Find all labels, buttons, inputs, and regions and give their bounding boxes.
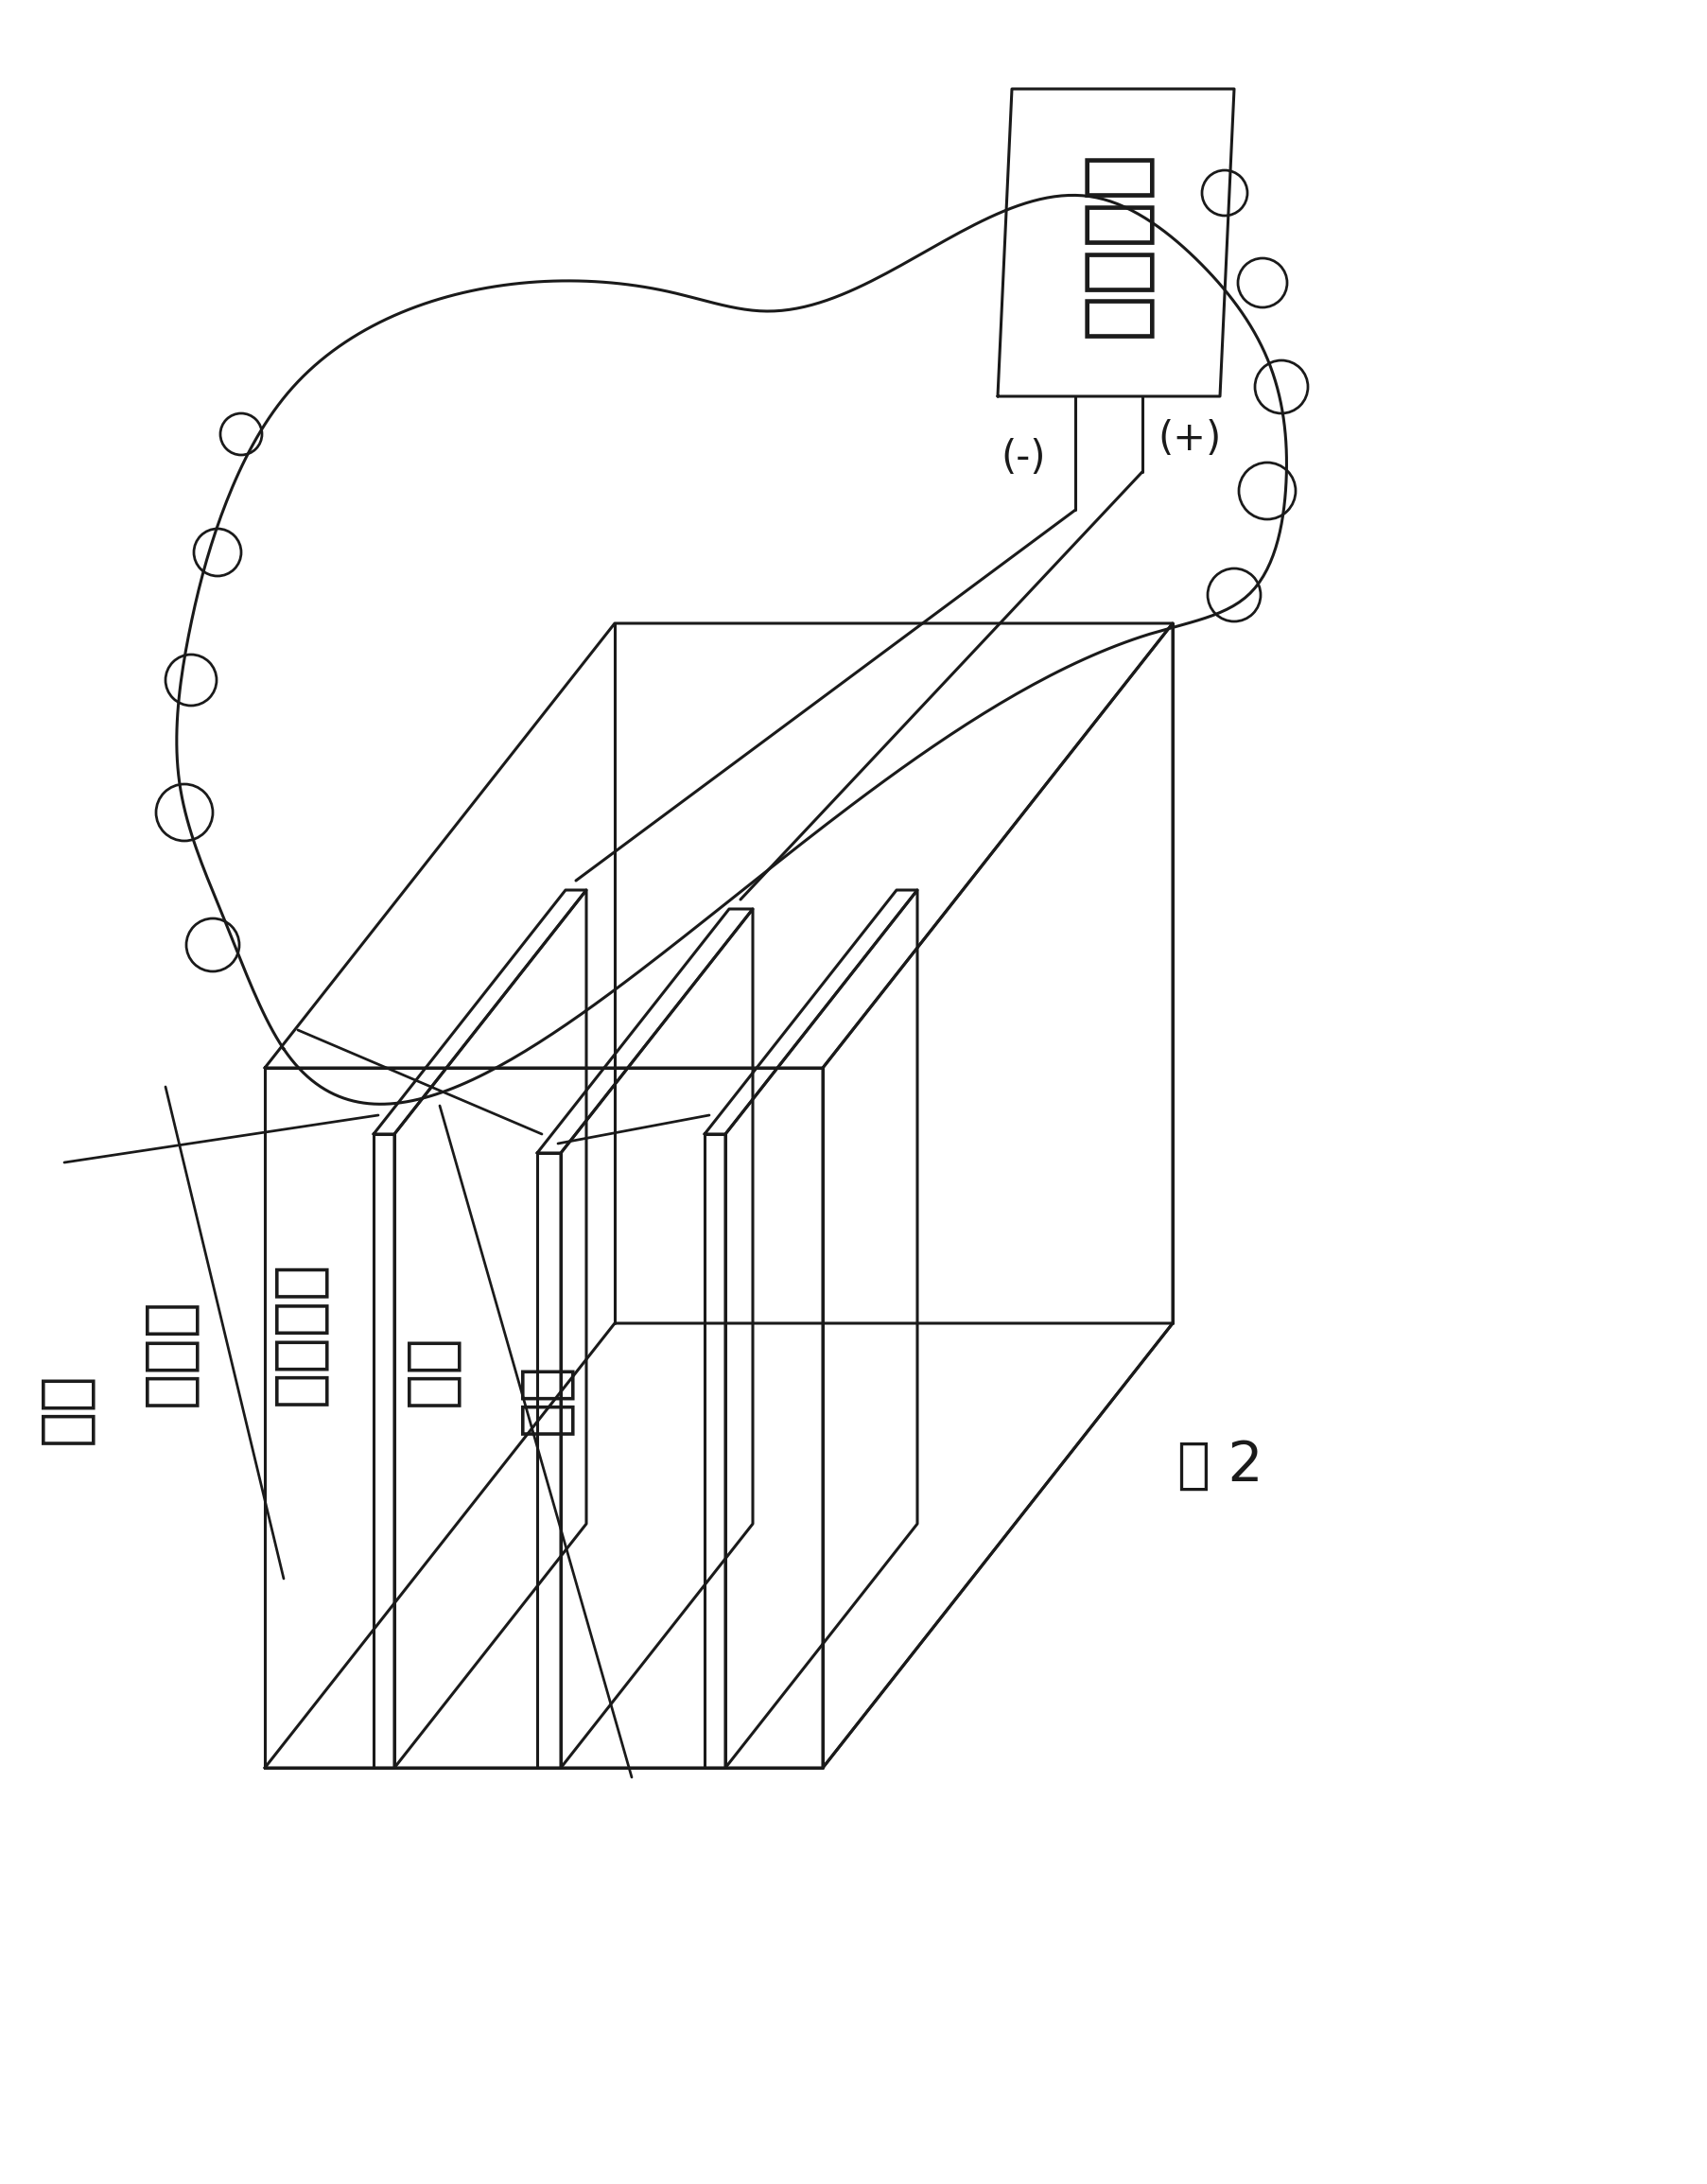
Text: 电泳槽: 电泳槽 xyxy=(138,1297,198,1406)
Text: 阳极工件: 阳极工件 xyxy=(268,1260,328,1404)
Text: 阳极: 阳极 xyxy=(401,1334,459,1406)
Text: 图 2: 图 2 xyxy=(1176,1439,1261,1492)
Text: 阴极: 阴极 xyxy=(34,1372,94,1444)
Text: (+): (+) xyxy=(1157,419,1221,459)
Text: 电泳电源: 电泳电源 xyxy=(1077,149,1154,336)
Text: (-): (-) xyxy=(1000,439,1045,478)
Text: 阴极: 阴极 xyxy=(514,1363,574,1435)
